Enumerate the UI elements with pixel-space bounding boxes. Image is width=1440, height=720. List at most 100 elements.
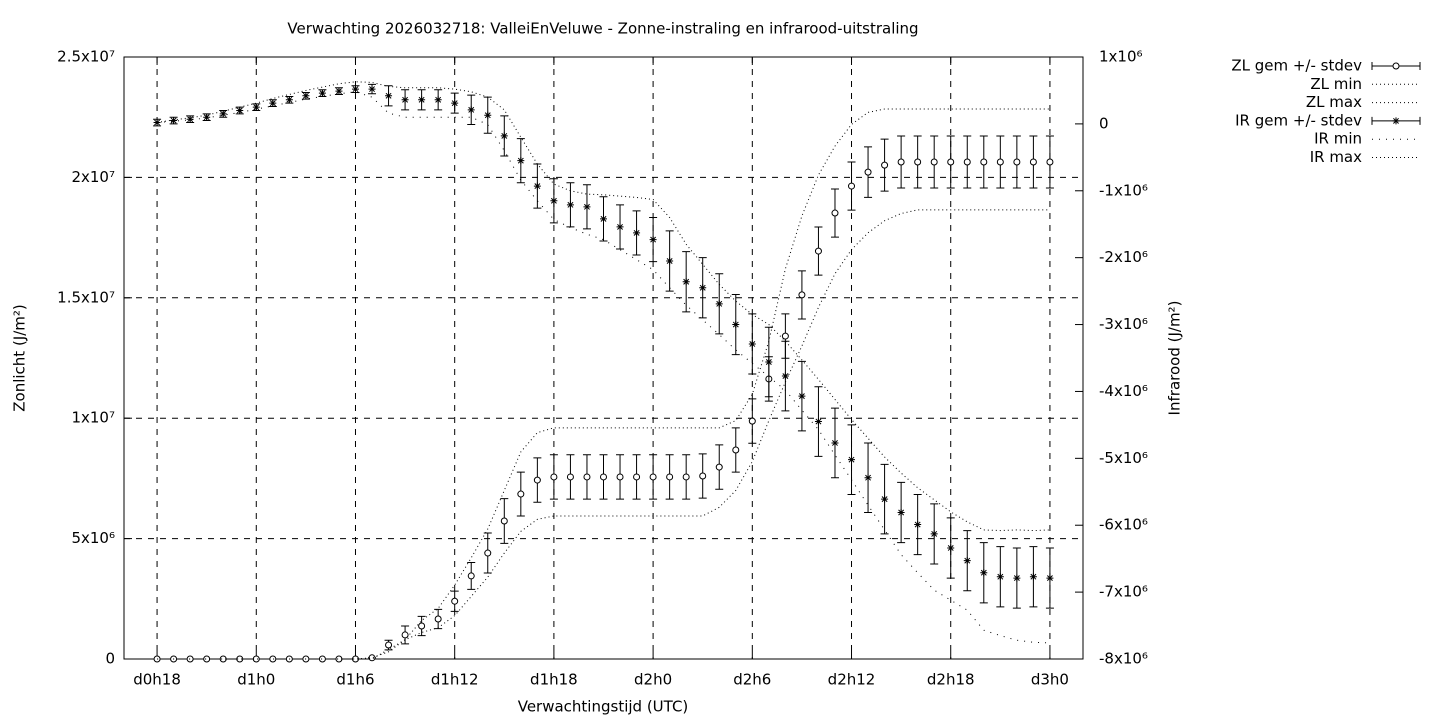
legend-label: ZL gem +/- stdev — [1231, 57, 1362, 75]
y2-axis-label: Infrarood (J/m²) — [1166, 301, 1184, 416]
series-line — [157, 108, 1050, 660]
point-marker — [203, 113, 211, 121]
point-marker — [864, 168, 872, 176]
point-marker — [566, 201, 574, 209]
x-tick-label: d2h6 — [733, 671, 771, 689]
point-marker — [517, 157, 525, 165]
point-marker — [252, 103, 260, 111]
y2-tick-label: 1x10⁶ — [1099, 48, 1143, 66]
point-marker — [699, 284, 707, 292]
point-marker — [467, 572, 475, 580]
x-tick-label: d2h12 — [828, 671, 876, 689]
x-tick-label: d1h18 — [530, 671, 578, 689]
x-tick-label: d1h0 — [237, 671, 275, 689]
point-marker — [566, 473, 574, 481]
point-marker — [616, 223, 624, 231]
point-marker — [583, 203, 591, 211]
point-marker — [401, 631, 409, 639]
point-marker — [814, 418, 822, 426]
y-tick-label: 2x10⁷ — [71, 168, 115, 186]
point-marker — [269, 99, 277, 107]
point-marker — [186, 115, 194, 123]
point-marker — [682, 278, 690, 286]
y-axis-label: Zonlicht (J/m²) — [11, 304, 29, 412]
point-marker — [434, 615, 442, 623]
legend-marker — [1392, 62, 1400, 70]
point-marker — [682, 473, 690, 481]
point-marker — [451, 597, 459, 605]
point-marker — [666, 473, 674, 481]
point-marker — [500, 517, 508, 525]
point-marker — [699, 472, 707, 480]
x-tick-label: d3h0 — [1031, 671, 1069, 689]
legend-label: IR min — [1314, 130, 1362, 148]
y-tick-label: 1.5x10⁷ — [57, 288, 115, 306]
point-marker — [451, 99, 459, 107]
point-marker — [401, 96, 409, 104]
point-marker — [236, 107, 244, 115]
point-marker — [881, 161, 889, 169]
point-marker — [881, 495, 889, 503]
point-marker — [318, 89, 326, 97]
point-marker — [831, 439, 839, 447]
point-marker — [500, 132, 508, 140]
point-marker — [583, 473, 591, 481]
x-tick-label: d0h18 — [133, 671, 181, 689]
point-marker — [170, 117, 178, 125]
y2-tick-label: -1x10⁶ — [1099, 181, 1148, 199]
x-axis-label: Verwachtingstijd (UTC) — [518, 698, 689, 716]
chart-title: Verwachting 2026032718: ValleiEnVeluwe -… — [287, 20, 918, 38]
point-marker — [616, 473, 624, 481]
point-marker — [351, 655, 359, 663]
y2-tick-label: -3x10⁶ — [1099, 315, 1148, 333]
y2-tick-label: -6x10⁶ — [1099, 516, 1148, 534]
point-marker — [633, 229, 641, 237]
point-marker — [1046, 574, 1054, 582]
point-marker — [798, 392, 806, 400]
point-marker — [335, 87, 343, 95]
point-marker — [533, 182, 541, 190]
point-marker — [748, 340, 756, 348]
legend-label: ZL max — [1306, 93, 1362, 111]
point-marker — [418, 96, 426, 104]
legend-label: ZL min — [1310, 75, 1362, 93]
point-marker — [484, 549, 492, 557]
point-marker — [302, 92, 310, 100]
point-marker — [600, 473, 607, 481]
point-marker — [368, 85, 376, 93]
point-marker — [550, 473, 558, 481]
point-marker — [385, 641, 393, 649]
point-marker — [533, 476, 541, 484]
point-marker — [930, 530, 938, 538]
point-marker — [484, 111, 492, 119]
point-marker — [1046, 158, 1054, 166]
point-marker — [434, 96, 442, 104]
y-tick-label: 0 — [105, 650, 115, 668]
y2-tick-label: -5x10⁶ — [1099, 449, 1148, 467]
point-marker — [1013, 158, 1021, 166]
point-marker — [649, 236, 657, 244]
x-tick-label: d1h12 — [431, 671, 479, 689]
point-marker — [831, 209, 839, 217]
point-marker — [732, 321, 740, 329]
point-marker — [285, 96, 293, 104]
point-marker — [219, 110, 227, 118]
point-marker — [335, 655, 343, 663]
point-marker — [996, 573, 1004, 581]
point-marker — [914, 521, 922, 529]
point-marker — [368, 654, 376, 662]
point-marker — [666, 257, 674, 265]
point-marker — [897, 509, 905, 517]
legend-label: IR gem +/- stdev — [1235, 111, 1362, 129]
legend-marker — [1392, 117, 1400, 125]
point-marker — [980, 158, 988, 166]
point-marker — [186, 655, 194, 663]
point-marker — [980, 569, 988, 577]
x-tick-label: d2h0 — [634, 671, 672, 689]
point-marker — [252, 655, 260, 663]
point-marker — [947, 158, 955, 166]
point-marker — [203, 655, 211, 663]
point-marker — [633, 473, 641, 481]
point-marker — [732, 446, 740, 454]
